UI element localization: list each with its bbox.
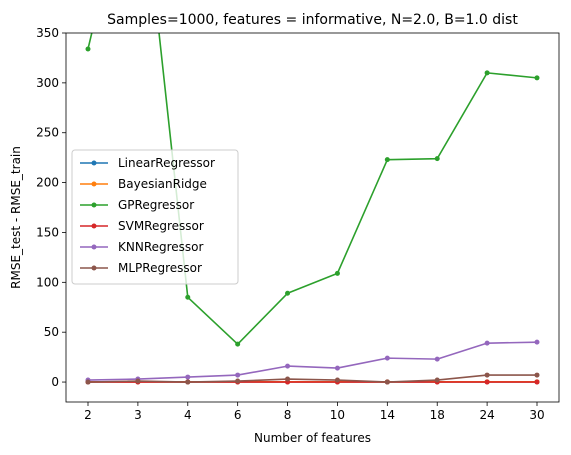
data-point	[434, 356, 440, 362]
y-tick-label: 350	[36, 26, 59, 40]
data-point	[85, 46, 91, 52]
series-GPRegressor	[85, 33, 540, 347]
y-axis-label: RMSE_test - RMSE_train	[9, 146, 23, 289]
data-point	[534, 75, 540, 81]
legend-entry: LinearRegressor	[80, 156, 215, 170]
x-tick-label: 6	[234, 408, 242, 422]
legend-marker	[91, 244, 97, 250]
series-MLPRegressor	[85, 372, 540, 385]
legend-label: SVMRegressor	[118, 219, 204, 233]
data-point	[534, 339, 540, 345]
data-point	[384, 355, 390, 361]
data-point	[185, 379, 191, 385]
legend-label: LinearRegressor	[118, 156, 215, 170]
x-tick-label: 4	[184, 408, 192, 422]
legend-frame	[71, 149, 239, 285]
data-point	[434, 377, 440, 383]
data-point	[484, 379, 490, 385]
y-tick-label: 100	[36, 275, 59, 289]
data-point	[334, 270, 340, 276]
legend-marker	[91, 160, 97, 166]
legend-marker	[91, 223, 97, 229]
legend-entry: KNNRegressor	[80, 240, 204, 254]
x-tick-label: 24	[479, 408, 494, 422]
x-tick-label: 3	[134, 408, 142, 422]
x-axis-label: Number of features	[254, 431, 371, 445]
plot-frame	[65, 32, 560, 403]
legend-entry: MLPRegressor	[80, 261, 202, 275]
series-line	[87, 33, 538, 345]
x-tick-label: 18	[430, 408, 445, 422]
data-point	[434, 156, 440, 162]
chart-title: Samples=1000, features = informative, N=…	[107, 12, 518, 28]
legend-entry: BayesianRidge	[80, 177, 207, 191]
series-line	[87, 374, 537, 383]
data-point	[85, 379, 91, 385]
data-point	[334, 365, 340, 371]
legend-label: MLPRegressor	[118, 261, 202, 275]
data-point	[534, 372, 540, 378]
data-point	[135, 378, 141, 384]
legend-marker	[91, 202, 97, 208]
legend-entry: GPRegressor	[80, 198, 194, 212]
data-point	[484, 70, 490, 76]
legend-marker	[91, 181, 97, 187]
x-tick-label: 14	[380, 408, 395, 422]
y-tick-label: 0	[51, 375, 59, 389]
legend-marker	[91, 265, 97, 271]
data-point	[235, 341, 241, 347]
y-tick-label: 150	[36, 225, 59, 239]
x-tick-label: 10	[330, 408, 345, 422]
x-tick-label: 8	[284, 408, 292, 422]
data-point	[384, 157, 390, 163]
x-tick-label: 30	[529, 408, 544, 422]
data-point	[534, 379, 540, 385]
data-point	[185, 374, 191, 380]
data-point	[484, 340, 490, 346]
data-point	[285, 376, 291, 382]
data-point	[285, 290, 291, 296]
data-point	[285, 363, 291, 369]
legend-label: KNNRegressor	[118, 240, 204, 254]
data-point	[334, 377, 340, 383]
data-point	[235, 378, 241, 384]
data-point	[185, 294, 191, 300]
y-tick-label: 300	[36, 76, 59, 90]
y-tick-label: 50	[44, 325, 59, 339]
legend-label: BayesianRidge	[118, 177, 207, 191]
x-tick-label: 2	[84, 408, 92, 422]
y-tick-label: 250	[36, 126, 59, 140]
series-line	[87, 341, 538, 381]
legend: LinearRegressor BayesianRidge GPRegressor S…	[71, 149, 239, 285]
data-point	[384, 379, 390, 385]
legend-label: GPRegressor	[118, 198, 194, 212]
data-point	[235, 372, 241, 378]
y-tick-label: 200	[36, 176, 59, 190]
legend-entry: SVMRegressor	[80, 219, 204, 233]
data-point	[484, 372, 490, 378]
series-layer	[85, 33, 540, 385]
